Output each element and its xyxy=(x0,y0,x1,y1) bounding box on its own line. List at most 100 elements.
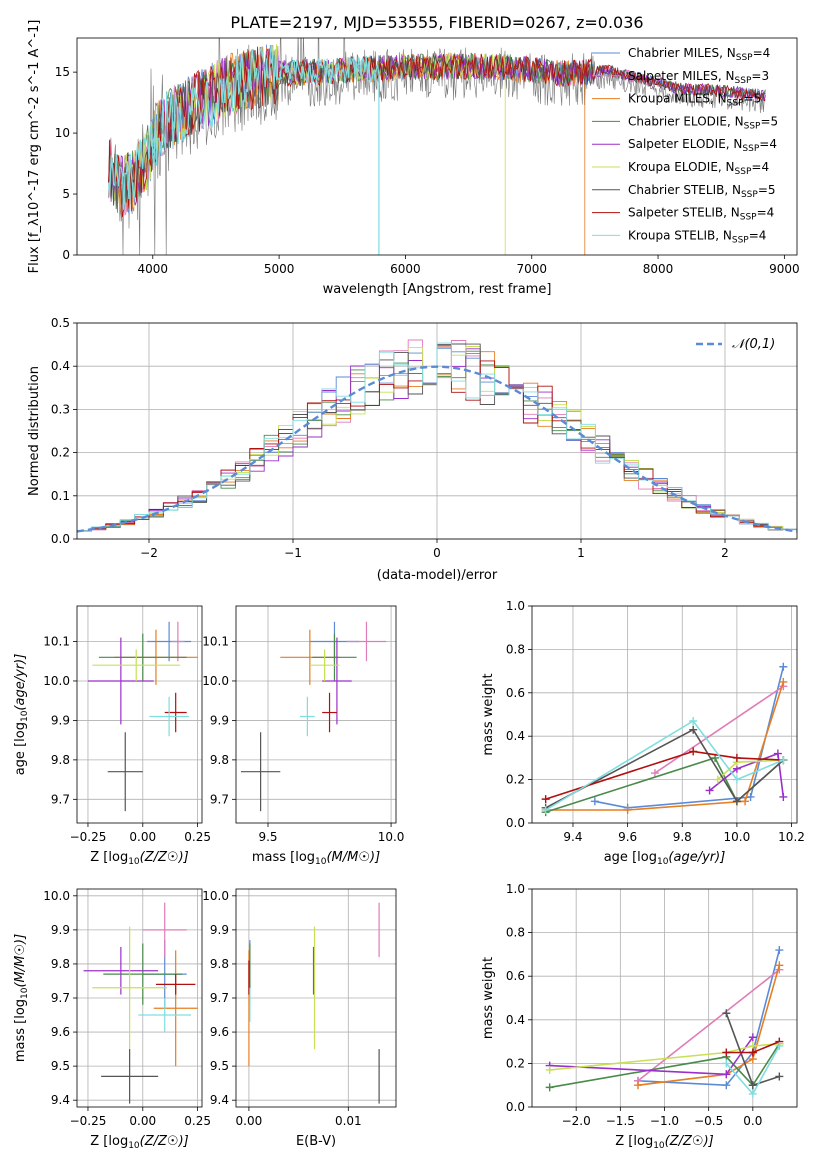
spectrum-xtick-label: 4000 xyxy=(138,262,169,276)
mass-vs-ebv-ytick-label: 9.9 xyxy=(210,923,229,937)
weight-vs-age-marker-chabrier-miles xyxy=(590,797,599,806)
weight-vs-z-marker-salpeter-elodie xyxy=(748,1033,757,1042)
spectrum-data-line xyxy=(108,38,766,255)
residual-hist-ytick-label: 0.0 xyxy=(51,532,70,546)
weight-vs-age-marker-chabrier-miles xyxy=(779,662,788,671)
data-layer xyxy=(76,38,798,1104)
age-vs-mass-ytick-label: 9.7 xyxy=(210,792,229,806)
age-vs-mass-xtick-label: 9.5 xyxy=(258,830,277,844)
mass-vs-z-ytick-label: 9.9 xyxy=(51,923,70,937)
weight-vs-z-xtick-label: −2.0 xyxy=(562,1114,591,1128)
weight-vs-age-marker-kroupa-stelib xyxy=(732,775,741,784)
weight-vs-age-line-kroupa-miles xyxy=(545,681,785,811)
residual-hist-ytick-label: 0.4 xyxy=(51,359,70,373)
weight-vs-z-ytick-label: 0.4 xyxy=(506,1013,525,1027)
weight-vs-z-marker-chabrier-miles xyxy=(722,1081,731,1090)
weight-vs-z-line-kroupa-miles xyxy=(637,965,781,1086)
legend-label: Kroupa ELODIE, NSSP=4 xyxy=(628,160,769,177)
weight-vs-z-line-salpeter-miles xyxy=(637,969,780,1082)
age-vs-z-ytick-label: 9.8 xyxy=(51,753,70,767)
spectrum-model-salpeter-stelib xyxy=(108,46,766,218)
weight-vs-z-xtick-label: 0.0 xyxy=(743,1114,762,1128)
weight-vs-age-marker-kroupa-miles xyxy=(779,677,788,686)
weight-vs-z-marker-kroupa-stelib xyxy=(722,1059,731,1068)
weight-vs-age-marker-kroupa-miles xyxy=(741,797,750,806)
age-vs-z-xlabel: Z [log10(Z/Z☉)] xyxy=(90,850,188,867)
mass-vs-z-xtick-label: −0.25 xyxy=(70,1114,107,1128)
hist-ylabel: Normed distribution xyxy=(27,366,42,496)
weight-vs-age-ytick-label: 1.0 xyxy=(506,599,525,613)
weight-vs-age-marker-chabrier-miles xyxy=(746,792,755,801)
weight-vs-z-xtick-label: −0.5 xyxy=(694,1114,723,1128)
weight-vs-age-ylabel: mass weight xyxy=(481,673,496,755)
residual-hist-xtick-label: 0 xyxy=(433,546,441,560)
age-vs-mass-ytick-label: 9.8 xyxy=(210,753,229,767)
weight-vs-z-xtick-label: −1.5 xyxy=(606,1114,635,1128)
normal-curve xyxy=(76,365,798,533)
mass-vs-ebv-xlabel: E(B-V) xyxy=(296,1134,336,1149)
weight-vs-z-ytick-label: 1.0 xyxy=(506,882,525,896)
weight-vs-age-marker-salpeter-elodie xyxy=(705,786,714,795)
spectrum-ytick-label: 15 xyxy=(55,65,70,79)
residual-hist-ytick-label: 0.5 xyxy=(51,316,70,330)
legend-label: Kroupa STELIB, NSSP=4 xyxy=(628,228,766,245)
mass-vs-z-ytick-label: 9.4 xyxy=(51,1093,70,1107)
spectrum-frame xyxy=(76,37,798,256)
weight-vs-z-marker-kroupa-stelib xyxy=(748,1089,757,1098)
hist-step-salpeter-miles xyxy=(77,339,797,534)
age-vs-mass-ytick-label: 10.0 xyxy=(202,674,229,688)
weight-vs-age-ytick-label: 0.0 xyxy=(506,816,525,830)
age-vs-z-ylabel: age [log10(age/yr)] xyxy=(13,654,30,776)
legend-label: Salpeter MILES, NSSP=3 xyxy=(628,69,769,86)
weight-vs-age-marker-salpeter-stelib xyxy=(541,795,550,804)
age-vs-z-ytick-label: 10.0 xyxy=(43,674,70,688)
age-vs-z-ytick-label: 9.7 xyxy=(51,792,70,806)
weight-vs-age-marker-salpeter-elodie xyxy=(779,792,788,801)
legend-label: Chabrier MILES, NSSP=4 xyxy=(628,46,770,63)
weight-vs-z-marker-kroupa-miles xyxy=(634,1081,642,1090)
age-vs-z-xtick-label: −0.25 xyxy=(70,830,107,844)
weight-vs-z-marker-kroupa-elodie xyxy=(545,1065,554,1074)
weight-vs-age-frame xyxy=(531,605,798,824)
residual-hist-xtick-label: 2 xyxy=(721,546,729,560)
spectrum-xtick-label: 6000 xyxy=(390,262,421,276)
age-vs-mass-ytick-label: 9.9 xyxy=(210,713,229,727)
mass-vs-z-xtick-label: 0.00 xyxy=(129,1114,156,1128)
spectrum-ylabel: Flux [f_λ10^-17 erg cm^-2 s^-1 A^-1] xyxy=(27,20,42,274)
weight-vs-z-marker-kroupa-miles xyxy=(775,961,784,970)
weight-vs-age-line-salpeter-stelib xyxy=(545,750,784,800)
weight-vs-age-ytick-label: 0.4 xyxy=(506,729,525,743)
weight-vs-z-ytick-label: 0.0 xyxy=(506,1100,525,1114)
mass-vs-ebv-xtick-label: 0.01 xyxy=(335,1114,362,1128)
residual-hist-xtick-label: −2 xyxy=(140,546,158,560)
spectrum-xtick-label: 7000 xyxy=(516,262,547,276)
weight-vs-z-line-chabrier-miles xyxy=(637,949,781,1087)
weight-vs-age-marker-kroupa-stelib xyxy=(689,717,698,726)
weight-vs-age-marker-salpeter-stelib xyxy=(689,747,698,756)
weight-vs-age-line-kroupa-stelib xyxy=(545,719,784,811)
weight-vs-age-xlabel: age [log10(age/yr)] xyxy=(604,850,726,867)
weight-vs-age-ytick-label: 0.2 xyxy=(506,773,525,787)
weight-vs-age-ytick-label: 0.8 xyxy=(506,642,525,656)
weight-vs-age-marker-kroupa-stelib xyxy=(541,805,550,814)
spectrum-model-kroupa-stelib xyxy=(108,44,380,255)
legend-label: Chabrier ELODIE, NSSP=5 xyxy=(628,114,778,131)
weight-vs-z-marker-salpeter-stelib xyxy=(748,1048,757,1057)
weight-vs-age-marker-kroupa-stelib xyxy=(779,756,788,765)
mass-vs-ebv-ytick-label: 9.8 xyxy=(210,957,229,971)
legend-label: Chabrier STELIB, NSSP=5 xyxy=(628,183,776,200)
weight-vs-age-xtick-label: 9.4 xyxy=(563,830,582,844)
weight-vs-z-ytick-label: 0.2 xyxy=(506,1056,525,1070)
weight-vs-z-ytick-label: 0.8 xyxy=(506,926,525,940)
mass-vs-z-ytick-label: 10.0 xyxy=(43,889,70,903)
age-vs-z-xtick-label: 0.00 xyxy=(129,830,156,844)
weight-vs-age-marker-salpeter-stelib xyxy=(732,753,741,762)
weight-vs-age-xtick-label: 9.6 xyxy=(618,830,637,844)
residual-hist-xtick-label: −1 xyxy=(284,546,302,560)
normal-curve-legend-label: 𝒩(0,1) xyxy=(732,337,775,352)
mass-vs-ebv-ytick-label: 10.0 xyxy=(202,889,229,903)
weight-vs-age-ytick-label: 0.6 xyxy=(506,686,525,700)
weight-vs-z-ytick-label: 0.6 xyxy=(506,969,525,983)
